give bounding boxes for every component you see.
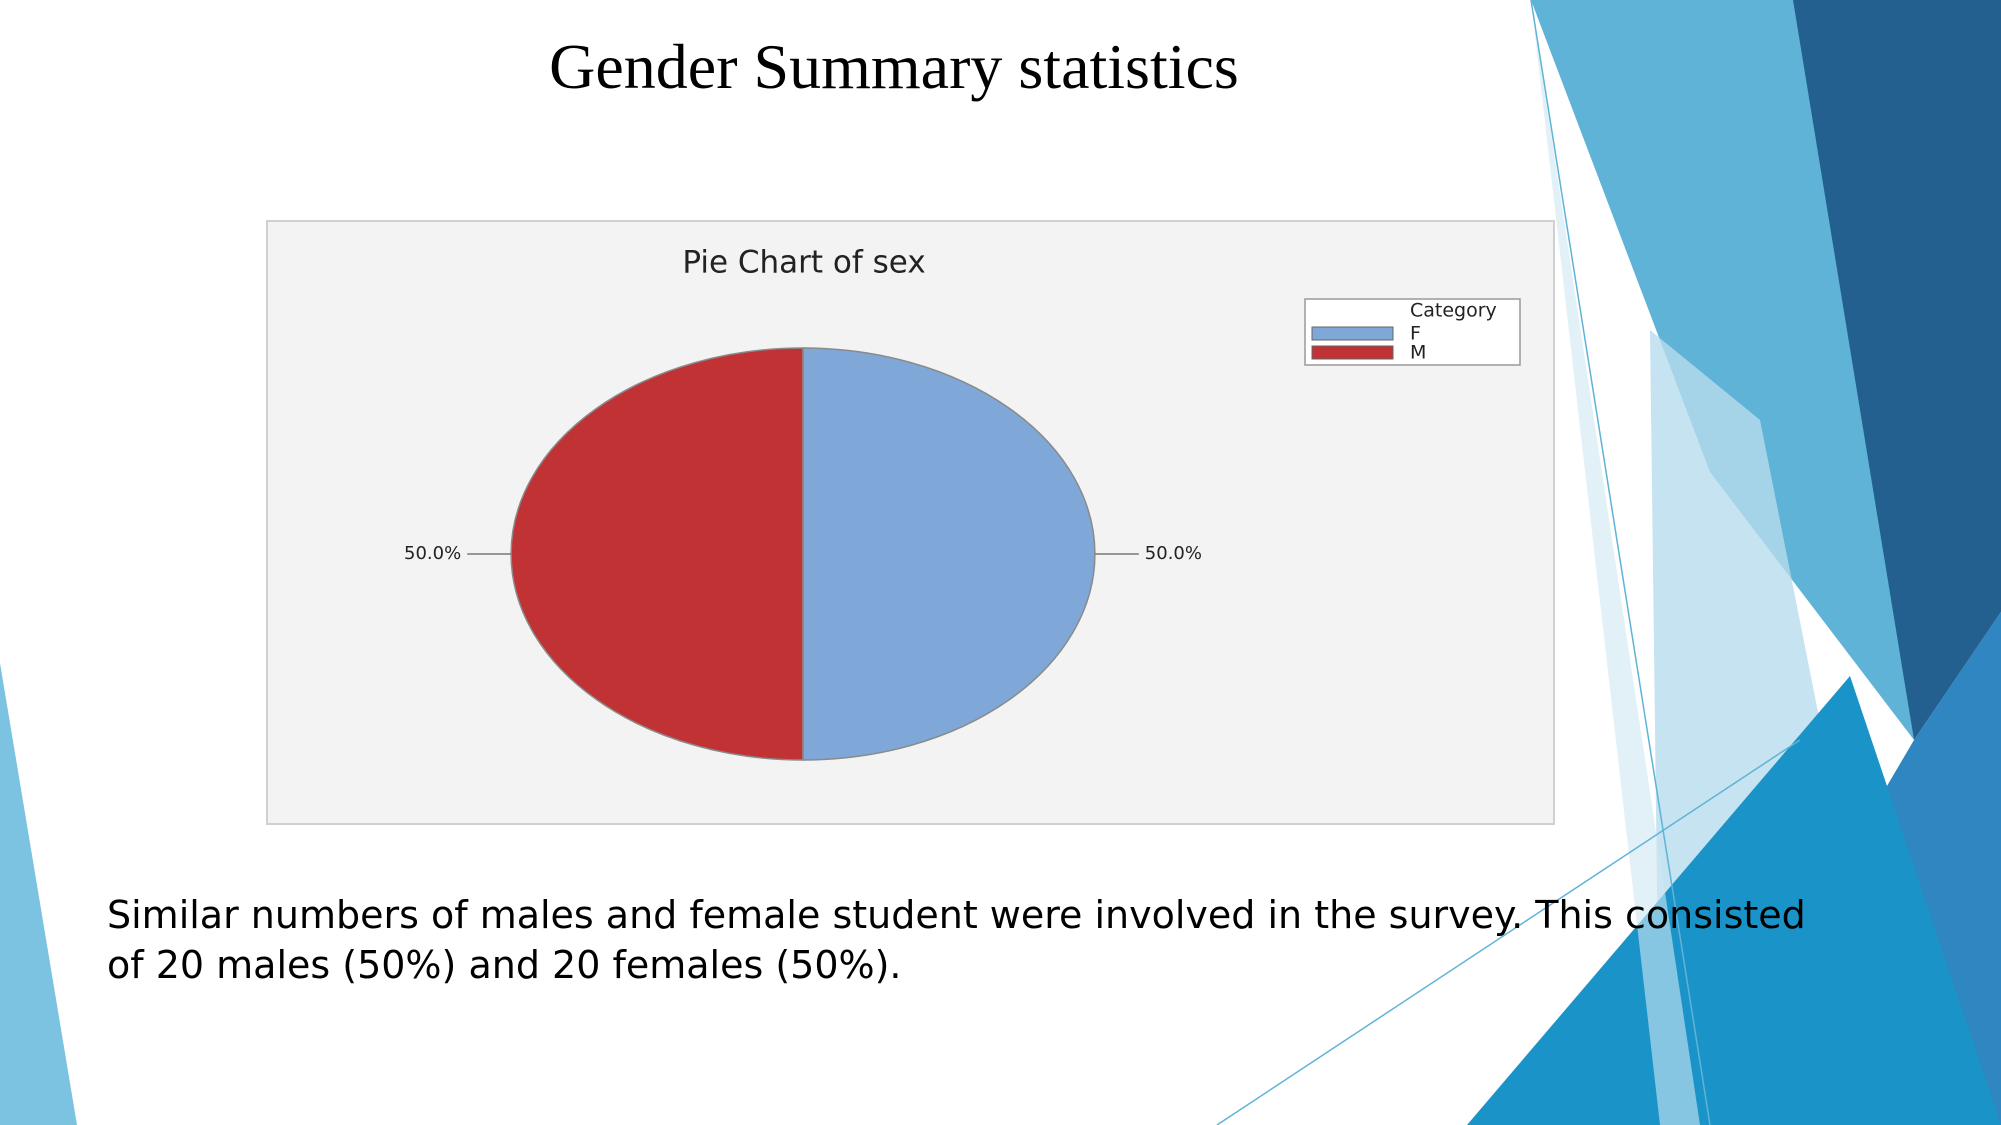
legend-label: F <box>1410 323 1421 345</box>
pie-slice <box>802 347 1096 761</box>
legend-label: M <box>1410 342 1426 364</box>
shape <box>1531 0 1914 740</box>
shape <box>1531 0 1700 1125</box>
data-label: 50.0% <box>404 543 461 564</box>
shape <box>1216 739 1801 1125</box>
shape <box>1530 0 1711 1125</box>
shape <box>1467 676 2001 1125</box>
chart-title: Pie Chart of sex <box>682 245 925 281</box>
legend-swatch <box>1311 326 1394 341</box>
pie-slice <box>510 347 804 761</box>
body-text: Similar numbers of males and female stud… <box>107 893 1806 987</box>
legend-swatch <box>1311 345 1394 360</box>
shape <box>1793 0 2001 740</box>
legend-title: Category <box>1410 300 1497 322</box>
data-label: 50.0% <box>1145 543 1202 564</box>
slide-title: Gender Summary statistics <box>549 31 1239 102</box>
shape <box>0 663 77 1125</box>
